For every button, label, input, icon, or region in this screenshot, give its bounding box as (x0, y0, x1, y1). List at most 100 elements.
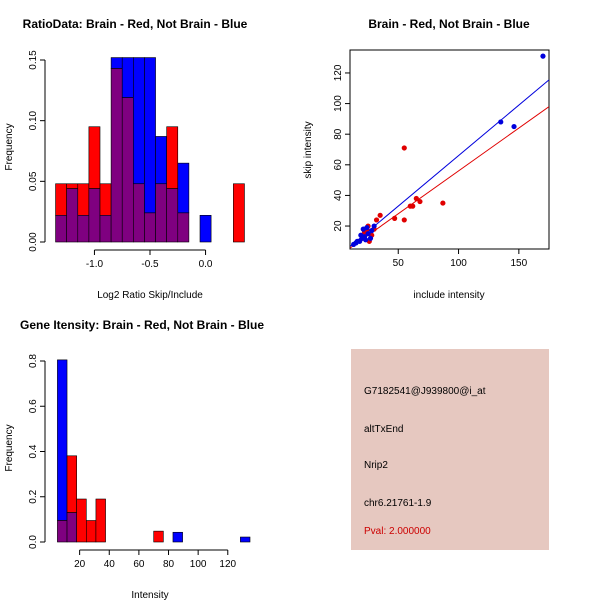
scatter-point-brain (401, 145, 407, 151)
intensity-scatter-axes: 50 100 150 20 40 60 80 100 120 (333, 64, 528, 269)
hist-bar-overlap (66, 188, 79, 243)
gene-intensity-title: Gene Itensity: Brain - Red, Not Brain - … (20, 318, 264, 332)
scatter-point-notbrain (511, 123, 517, 130)
y-tick-label: 0.2 (28, 489, 39, 503)
hist-bar-brain (55, 183, 67, 216)
y-tick-label: 100 (333, 95, 344, 112)
y-tick-label: 0.0 (28, 535, 39, 549)
hist-bar-overlap (155, 183, 167, 243)
scatter-point-brain (407, 203, 413, 209)
y-tick-label: 0.6 (28, 399, 39, 413)
x-tick-label: 20 (74, 559, 86, 570)
fit-line-brain (350, 106, 549, 249)
probe-info-panel: G7182541@J939800@i_at altTxEnd Nrip2 chr… (351, 349, 549, 550)
scatter-point-notbrain (354, 238, 360, 244)
scatter-point-brain (413, 195, 419, 202)
ratio-histogram-ylabel: Frequency (4, 123, 15, 170)
hist-bar-overlap (110, 68, 123, 243)
scatter-point-notbrain (498, 119, 504, 125)
hist-bar-brain (233, 183, 245, 243)
hist-bar-brain (85, 520, 97, 543)
scatter-point-brain (373, 217, 380, 223)
y-tick-label: 120 (333, 64, 344, 81)
hist-bar-notbrain (144, 57, 156, 214)
hist-bar-overlap (66, 512, 77, 543)
hist-bar-overlap (57, 520, 68, 543)
scatter-point-brain (392, 215, 398, 221)
y-tick-label: 0.15 (28, 50, 39, 70)
scatter-point-notbrain (365, 231, 371, 237)
ratio-histogram-axes: -1.0 -0.5 0.0 0.00 0.05 0.10 0.15 (28, 50, 213, 270)
ratio-histogram: RatioData: Brain - Red, Not Brain - Blue… (4, 17, 248, 301)
intensity-scatter: Brain - Red, Not Brain - Blue 50 100 150 20… (303, 17, 550, 301)
hist-bar-brain (76, 498, 87, 543)
y-tick-label: 0.8 (28, 354, 39, 368)
y-tick-label: 40 (333, 189, 344, 201)
y-tick-label: 0.4 (28, 444, 39, 458)
scatter-point-brain (377, 212, 383, 218)
x-tick-label: 80 (163, 559, 175, 570)
fit-line-notbrain (350, 79, 549, 247)
hist-bar-brain (88, 126, 101, 189)
scatter-fit-lines (350, 79, 549, 249)
y-tick-label: 0.10 (28, 110, 39, 130)
hist-bar-notbrain (177, 162, 190, 214)
y-tick-label: 60 (333, 159, 344, 171)
hist-bar-brain (166, 126, 179, 189)
hist-bar-overlap (166, 188, 179, 243)
hist-bar-notbrain (110, 57, 123, 69)
x-tick-label: 0.0 (199, 259, 213, 270)
hist-bar-overlap (144, 212, 156, 243)
event-type: altTxEnd (364, 424, 404, 435)
ratio-histogram-title: RatioData: Brain - Red, Not Brain - Blue (23, 17, 248, 31)
x-tick-label: 40 (104, 559, 116, 570)
hist-bar-brain (153, 530, 164, 543)
scatter-points (351, 53, 546, 248)
y-tick-label: 0.00 (28, 232, 39, 252)
scatter-point-brain (401, 217, 407, 223)
x-tick-label: 60 (133, 559, 145, 570)
genomic-location: chr6.21761-1.9 (364, 498, 432, 509)
scatter-point-notbrain (358, 232, 364, 238)
intensity-scatter-ylabel: skip intensity (303, 121, 314, 178)
x-tick-label: 100 (450, 258, 467, 269)
scatter-point-notbrain (369, 228, 375, 234)
probe-id: G7182541@J939800@i_at (364, 386, 486, 397)
hist-bar-notbrain (199, 215, 212, 243)
hist-bar-notbrain (57, 359, 68, 521)
hist-bar-brain (66, 183, 79, 189)
hist-bar-brain (99, 183, 112, 216)
scatter-point-brain (440, 200, 446, 206)
hist-bar-overlap (177, 212, 190, 243)
intensity-scatter-title: Brain - Red, Not Brain - Blue (368, 17, 530, 31)
pvalue: Pval: 2.000000 (364, 526, 431, 537)
hist-bar-notbrain (133, 57, 145, 185)
hist-bar-brain (95, 498, 106, 543)
gene-intensity-histogram: Gene Itensity: Brain - Red, Not Brain - … (4, 318, 264, 600)
hist-bar-notbrain (121, 57, 134, 98)
y-tick-label: 0.05 (28, 171, 39, 191)
gene-intensity-axes: 20 40 60 80 100 120 0.0 0.2 0.4 0.6 0.8 (28, 354, 237, 570)
hist-bar-overlap (121, 97, 134, 243)
hist-bar-brain (77, 183, 90, 216)
gene-intensity-ylabel: Frequency (4, 424, 15, 471)
scatter-point-notbrain (371, 223, 377, 229)
intensity-scatter-xlabel: include intensity (413, 290, 484, 301)
gene-name: Nrip2 (364, 460, 388, 471)
y-tick-label: 80 (333, 128, 344, 140)
ratio-histogram-xlabel: Log2 Ratio Skip/Include (97, 290, 203, 301)
x-tick-label: 100 (190, 559, 207, 570)
gene-intensity-bars (57, 359, 251, 543)
y-tick-label: 20 (333, 220, 344, 232)
scatter-plot-frame (349, 49, 550, 250)
hist-bar-overlap (99, 215, 112, 243)
hist-bar-notbrain (155, 136, 167, 185)
hist-bar-notbrain (172, 531, 183, 543)
hist-bar-overlap (88, 188, 101, 243)
scatter-point-brain (417, 198, 423, 205)
scatter-point-notbrain (540, 53, 546, 59)
hist-bar-notbrain (240, 536, 251, 543)
x-tick-label: 120 (219, 559, 236, 570)
scatter-point-notbrain (367, 235, 374, 241)
